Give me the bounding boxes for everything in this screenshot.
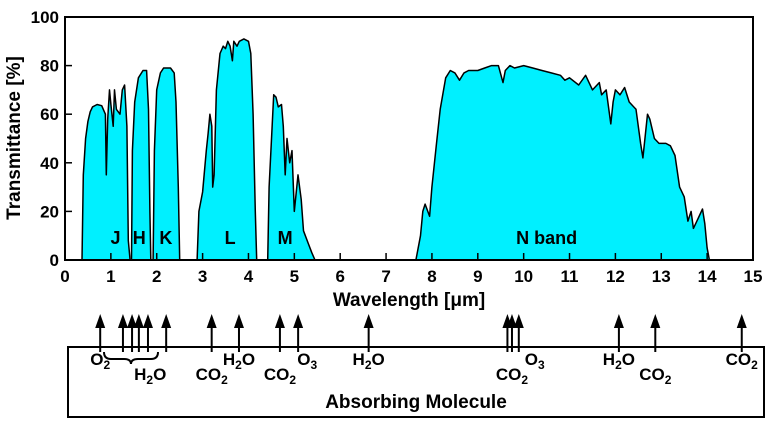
x-tick-label: 11 [561, 267, 579, 286]
y-tick-label: 20 [40, 202, 59, 221]
x-axis-title: Wavelength [μm] [333, 290, 485, 311]
transmittance-figure: 0 1 2 3 4 5 6 7 8 9 10 11 12 13 14 15020406080100 Wavel… [0, 0, 768, 424]
x-tick-label: 0 [60, 267, 69, 286]
y-axis-title: Transmittance [%] [4, 56, 25, 220]
y-tick-label: 40 [40, 154, 59, 173]
x-tick-label: 9 [473, 267, 482, 286]
band-label: K [159, 228, 172, 248]
x-tick-label: 1 [106, 267, 115, 286]
y-tick-label: 0 [50, 251, 59, 270]
x-tick-label: 8 [427, 267, 436, 286]
absorbing-molecule-title: Absorbing Molecule [325, 392, 507, 413]
x-tick-label: 13 [652, 267, 671, 286]
band-label: H [133, 228, 146, 248]
x-tick-label: 14 [698, 267, 717, 286]
band-label: M [278, 228, 293, 248]
x-tick-label: 6 [335, 267, 344, 286]
band-label: N band [516, 228, 577, 248]
y-tick-label: 100 [31, 8, 59, 27]
x-tick-label: 3 [198, 267, 207, 286]
x-tick-label: 7 [381, 267, 390, 286]
x-tick-label: 15 [744, 267, 763, 286]
x-tick-label: 4 [244, 267, 254, 286]
x-tick-label: 12 [606, 267, 625, 286]
y-tick-label: 60 [40, 105, 59, 124]
x-tick-label: 10 [514, 267, 533, 286]
y-tick-label: 80 [40, 57, 59, 76]
x-tick-label: 2 [152, 267, 161, 286]
band-label: J [110, 228, 120, 248]
x-tick-label: 5 [290, 267, 299, 286]
band-label: L [225, 228, 236, 248]
